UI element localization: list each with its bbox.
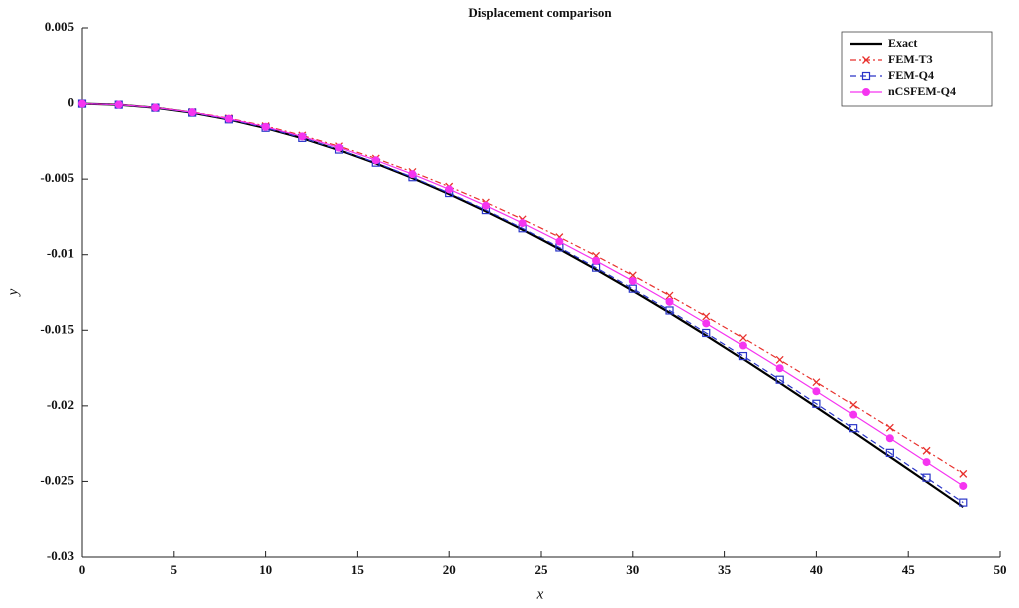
x-tick-label: 30 — [626, 562, 639, 577]
marker — [335, 143, 344, 152]
marker — [628, 284, 637, 293]
marker — [702, 328, 711, 338]
marker — [702, 312, 711, 321]
marker — [738, 351, 748, 361]
x-tick-label: 45 — [902, 562, 916, 577]
marker — [849, 400, 858, 409]
y-tick-label: -0.015 — [40, 321, 74, 336]
x-tick-label: 25 — [535, 562, 549, 577]
marker — [885, 434, 894, 443]
x-tick-label: 20 — [443, 562, 456, 577]
y-tick-label: -0.02 — [47, 397, 74, 412]
marker — [812, 399, 821, 408]
y-tick-label: -0.025 — [40, 472, 74, 487]
x-tick-label: 10 — [259, 562, 272, 577]
marker — [261, 122, 270, 131]
legend-label: FEM-Q4 — [888, 68, 934, 82]
marker — [738, 341, 747, 350]
series-line — [81, 102, 964, 487]
marker — [628, 271, 637, 280]
marker — [812, 378, 821, 387]
marker — [959, 469, 968, 478]
marker — [518, 219, 527, 228]
y-tick-label: 0.005 — [45, 19, 75, 34]
marker — [959, 481, 968, 490]
marker — [371, 156, 380, 165]
marker — [78, 99, 86, 108]
marker — [665, 297, 674, 306]
x-tick-label: 0 — [79, 562, 86, 577]
y-tick-label: -0.01 — [47, 246, 74, 261]
marker — [151, 103, 160, 112]
marker — [739, 333, 747, 342]
marker — [775, 364, 784, 373]
series-line — [81, 102, 964, 504]
marker — [849, 424, 858, 433]
y-tick-label: 0 — [68, 95, 75, 110]
y-tick-label: -0.03 — [47, 548, 75, 563]
marker — [408, 170, 417, 179]
marker — [849, 410, 858, 419]
marker — [922, 446, 931, 455]
marker — [702, 319, 711, 328]
marker — [481, 201, 490, 210]
y-tick-label: -0.005 — [40, 170, 74, 185]
marker — [665, 291, 674, 300]
x-axis-label: x — [536, 586, 544, 602]
marker — [445, 185, 454, 194]
marker — [298, 132, 307, 141]
x-tick-label: 15 — [351, 562, 365, 577]
marker — [775, 375, 784, 384]
legend-label: Exact — [888, 36, 917, 50]
marker — [862, 56, 870, 64]
marker — [861, 71, 871, 81]
marker — [775, 355, 784, 364]
x-tick-label: 40 — [810, 562, 823, 577]
marker — [885, 448, 894, 457]
marker — [592, 256, 601, 265]
marker — [628, 276, 637, 285]
x-tick-label: 5 — [171, 562, 178, 577]
marker — [555, 237, 564, 246]
marker — [922, 458, 931, 467]
chart-title: Displacement comparison — [468, 5, 612, 20]
legend-label: FEM-T3 — [888, 52, 933, 66]
series-line — [81, 102, 964, 509]
x-tick-label: 50 — [994, 562, 1007, 577]
legend-label: nCSFEM-Q4 — [888, 84, 956, 98]
y-axis-label: y — [5, 288, 21, 297]
x-tick-label: 35 — [718, 562, 732, 577]
legend: Exact FEM-T3 FEM-Q4 nCSFEM-Q4 — [841, 31, 993, 107]
marker — [812, 387, 821, 396]
marker — [862, 88, 870, 96]
marker — [224, 114, 233, 123]
marker — [922, 473, 931, 482]
marker — [885, 423, 894, 432]
marker — [188, 108, 197, 117]
marker — [665, 306, 674, 315]
marker — [114, 100, 123, 109]
marker — [959, 498, 968, 507]
